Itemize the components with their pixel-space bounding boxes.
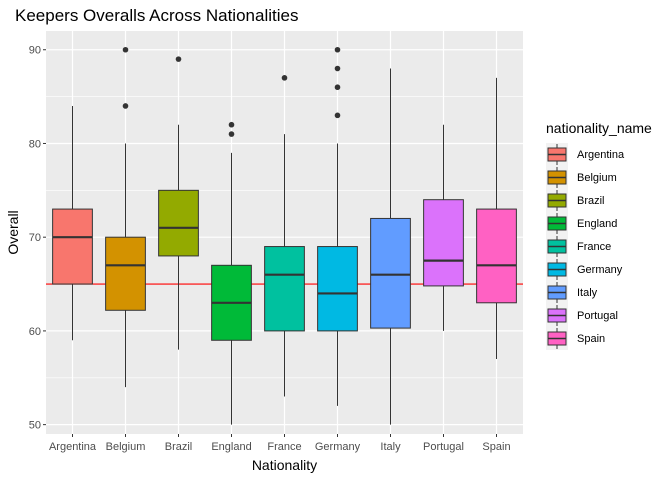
legend-item-portugal: Portugal (546, 304, 618, 327)
box (264, 246, 305, 332)
x-tick-label: Brazil (165, 441, 193, 453)
boxplot-italy (370, 68, 411, 425)
outlier-point (175, 56, 182, 62)
boxplots (52, 46, 517, 425)
outlier-point (228, 121, 235, 128)
y-tick-label: 50 (29, 420, 41, 432)
legend-label: England (577, 218, 617, 230)
legend-item-brazil: Brazil (546, 189, 605, 212)
y-tick-label: 70 (29, 232, 41, 244)
legend: nationality_name Argentina Belgium Brazil E… (546, 120, 652, 350)
legend-label: Brazil (577, 195, 605, 207)
legend-label: Portugal (577, 310, 618, 322)
boxplot-belgium (105, 46, 146, 388)
legend-item-argentina: Argentina (546, 143, 625, 166)
x-axis: Argentina Belgium Brazil England France Germa… (49, 434, 511, 453)
x-tick-label: Argentina (49, 441, 97, 453)
outlier-point (122, 103, 129, 109)
x-tick-label: France (267, 441, 301, 453)
boxplot-england (211, 121, 252, 425)
legend-item-belgium: Belgium (546, 166, 617, 189)
x-tick-label: Germany (315, 441, 361, 453)
outlier-point (334, 84, 341, 91)
x-tick-label: Belgium (106, 441, 146, 453)
y-axis: 50 60 70 80 90 (29, 45, 46, 432)
box (476, 208, 517, 304)
x-tick-label: England (211, 441, 251, 453)
legend-label: Argentina (577, 149, 625, 161)
y-tick-label: 60 (29, 326, 41, 338)
boxplot-spain (476, 77, 517, 360)
legend-label: Germany (577, 264, 623, 276)
box (105, 236, 146, 311)
x-tick-label: Spain (482, 441, 510, 453)
y-tick-label: 90 (29, 45, 41, 57)
boxplot-brazil (158, 56, 199, 350)
boxplot-france (264, 75, 305, 397)
legend-item-england: England (546, 212, 617, 235)
legend-title: nationality_name (546, 120, 652, 136)
legend-label: Belgium (577, 172, 617, 184)
outlier-point (122, 46, 129, 53)
x-axis-title: Nationality (252, 457, 317, 473)
outlier-point (334, 65, 341, 72)
legend-label: Spain (577, 333, 605, 345)
legend-item-spain: Spain (546, 327, 605, 350)
outlier-point (334, 46, 341, 53)
box (52, 208, 93, 285)
boxplot-argentina (52, 105, 93, 341)
boxplot-germany (317, 46, 358, 406)
box (370, 217, 411, 329)
y-tick-label: 80 (29, 138, 41, 150)
box (317, 246, 358, 332)
chart-title: Keepers Overalls Across Nationalities (15, 6, 298, 25)
x-tick-label: Portugal (423, 441, 464, 453)
outlier-point (334, 112, 341, 119)
outlier-point (281, 75, 288, 81)
box (423, 199, 464, 287)
box (158, 189, 199, 257)
x-tick-label: Italy (380, 441, 401, 453)
y-axis-title: Overall (5, 210, 21, 254)
boxplot-portugal (423, 124, 464, 331)
legend-item-germany: Germany (546, 258, 623, 281)
legend-item-france: France (546, 235, 611, 258)
legend-label: France (577, 241, 611, 253)
legend-label: Italy (577, 287, 598, 299)
legend-item-italy: Italy (546, 281, 598, 304)
outlier-point (228, 131, 235, 137)
